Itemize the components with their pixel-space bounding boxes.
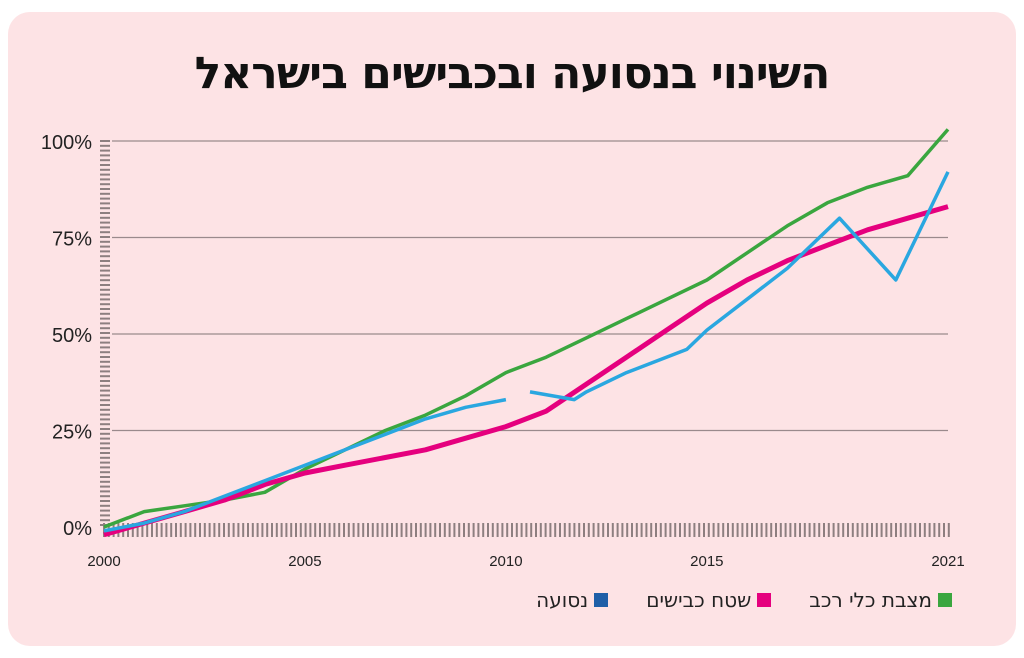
legend: מצבת כלי רכב שטח כבישים נסועה [536,588,952,612]
legend-label: שטח כבישים [646,588,752,612]
x-tick-label: 2015 [690,553,723,570]
grid-lines [112,140,948,432]
series-lines [103,128,950,538]
vehicles-line [103,128,950,529]
y-tick-label: 100% [41,132,92,154]
x-tick-label: 2005 [288,553,321,570]
x-tick-label: 2010 [489,553,522,570]
road-area-line [103,204,949,538]
y-tick-label: 50% [52,325,92,347]
legend-item-road-area: שטח כבישים [646,588,772,612]
legend-label: נסועה [536,588,589,612]
legend-item-vehicles: מצבת כלי רכב [809,588,952,612]
legend-swatch-blue [594,593,609,607]
chart-card [8,12,1016,646]
y-tick-label: 25% [52,422,92,444]
x-tick-label: 2021 [931,553,964,570]
y-tick-label: 0% [63,518,92,540]
legend-swatch-green [938,593,952,607]
chart-title: השינוי בנסועה ובכבישים בישראל [194,48,831,99]
y-tick-label: 75% [52,229,92,251]
mileage-line [529,171,950,402]
x-axis: 2000 2005 2010 2015 2021 [87,523,965,570]
legend-label: מצבת כלי רכב [809,588,932,612]
y-axis: 0% 25% 50% 75% 100% [41,132,110,540]
mileage-line [103,397,507,533]
legend-swatch-magenta [757,593,772,607]
x-tick-label: 2000 [87,553,120,570]
legend-item-mileage: נסועה [536,588,609,612]
